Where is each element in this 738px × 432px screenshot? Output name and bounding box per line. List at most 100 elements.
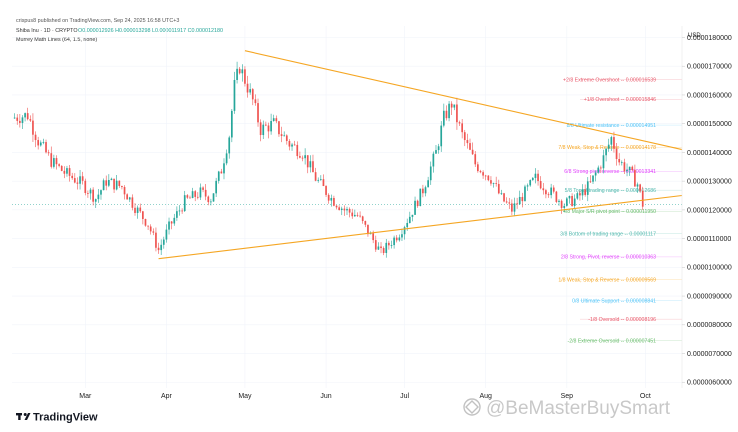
- candle[interactable]: [539, 176, 542, 190]
- candle[interactable]: [173, 213, 176, 226]
- candle[interactable]: [265, 121, 267, 127]
- candle[interactable]: [176, 206, 178, 221]
- candle[interactable]: [521, 192, 524, 208]
- candle[interactable]: [157, 242, 160, 254]
- candle[interactable]: [620, 160, 623, 166]
- candle[interactable]: [628, 166, 631, 176]
- candle[interactable]: [312, 154, 314, 173]
- candle[interactable]: [610, 135, 613, 151]
- candle[interactable]: [45, 139, 47, 154]
- candle[interactable]: [419, 188, 422, 207]
- candle[interactable]: [58, 163, 60, 168]
- candle[interactable]: [87, 190, 89, 198]
- candle[interactable]: [68, 165, 71, 182]
- candle[interactable]: [285, 134, 288, 145]
- candle[interactable]: [212, 193, 215, 202]
- candle[interactable]: [280, 126, 283, 143]
- candle[interactable]: [220, 168, 223, 174]
- candle[interactable]: [228, 135, 231, 159]
- candle[interactable]: [42, 138, 45, 145]
- candle[interactable]: [346, 206, 348, 215]
- candle[interactable]: [34, 131, 37, 148]
- candle[interactable]: [189, 195, 191, 199]
- candle[interactable]: [518, 190, 521, 205]
- candle[interactable]: [458, 120, 461, 127]
- candle[interactable]: [607, 138, 610, 152]
- candle[interactable]: [592, 175, 594, 185]
- candle[interactable]: [251, 88, 254, 106]
- candle[interactable]: [453, 104, 456, 111]
- candle[interactable]: [508, 197, 511, 209]
- candle[interactable]: [304, 148, 306, 165]
- candle[interactable]: [244, 66, 246, 87]
- candle[interactable]: [382, 246, 385, 256]
- candle[interactable]: [50, 146, 53, 169]
- time-axis[interactable]: Mar Apr May Jun Jul Aug Sep Oct: [79, 393, 651, 400]
- candle[interactable]: [19, 114, 21, 128]
- candle[interactable]: [641, 186, 644, 211]
- candle[interactable]: [107, 174, 110, 188]
- candle[interactable]: [39, 140, 42, 147]
- candle[interactable]: [196, 192, 199, 200]
- candle[interactable]: [267, 122, 270, 139]
- candle[interactable]: [385, 238, 388, 258]
- candle[interactable]: [272, 114, 275, 122]
- candle[interactable]: [374, 235, 377, 252]
- candle[interactable]: [631, 165, 634, 171]
- candle[interactable]: [403, 225, 406, 240]
- candle[interactable]: [142, 210, 144, 225]
- candle[interactable]: [448, 100, 450, 122]
- candle[interactable]: [53, 154, 55, 169]
- candle[interactable]: [319, 175, 322, 181]
- candle[interactable]: [55, 155, 58, 170]
- candle[interactable]: [301, 155, 304, 162]
- candle[interactable]: [594, 170, 597, 182]
- candle[interactable]: [437, 143, 440, 154]
- candle[interactable]: [586, 177, 589, 202]
- candle[interactable]: [636, 182, 639, 193]
- candle[interactable]: [293, 140, 296, 146]
- candle[interactable]: [526, 183, 529, 191]
- candle[interactable]: [327, 193, 330, 204]
- symbol-label[interactable]: Shiba Inu · 1D · CRYPTO: [16, 28, 78, 34]
- candle[interactable]: [236, 61, 238, 84]
- candle[interactable]: [105, 175, 108, 191]
- candle[interactable]: [191, 187, 194, 199]
- candle[interactable]: [181, 208, 183, 214]
- candle[interactable]: [364, 220, 367, 228]
- candle[interactable]: [408, 211, 411, 224]
- candle[interactable]: [602, 149, 605, 174]
- candle[interactable]: [79, 169, 81, 190]
- candle[interactable]: [134, 203, 136, 216]
- candle[interactable]: [121, 185, 123, 190]
- candle[interactable]: [233, 71, 236, 114]
- candle[interactable]: [73, 173, 76, 184]
- candle[interactable]: [60, 165, 63, 172]
- candle[interactable]: [552, 185, 555, 194]
- indicator-label[interactable]: Murrey Math Lines (64, 1.5, none): [16, 37, 97, 43]
- candle[interactable]: [270, 113, 272, 135]
- candle[interactable]: [183, 190, 186, 212]
- candle[interactable]: [330, 194, 333, 207]
- candle[interactable]: [474, 150, 477, 167]
- candle[interactable]: [568, 195, 571, 204]
- candle[interactable]: [482, 170, 484, 179]
- candle[interactable]: [450, 101, 453, 115]
- candle[interactable]: [338, 205, 340, 211]
- candle[interactable]: [128, 196, 131, 203]
- candle[interactable]: [257, 98, 259, 127]
- candle[interactable]: [160, 239, 163, 255]
- candle[interactable]: [16, 114, 19, 125]
- candle[interactable]: [149, 224, 152, 235]
- candle[interactable]: [634, 164, 636, 187]
- candle[interactable]: [615, 142, 618, 166]
- candle[interactable]: [32, 113, 34, 143]
- candle[interactable]: [380, 242, 382, 254]
- candle[interactable]: [110, 177, 113, 181]
- candle[interactable]: [170, 221, 173, 230]
- candle[interactable]: [309, 155, 312, 173]
- candle[interactable]: [322, 174, 325, 187]
- candle[interactable]: [97, 188, 100, 203]
- candle[interactable]: [469, 138, 471, 151]
- candle[interactable]: [199, 183, 202, 200]
